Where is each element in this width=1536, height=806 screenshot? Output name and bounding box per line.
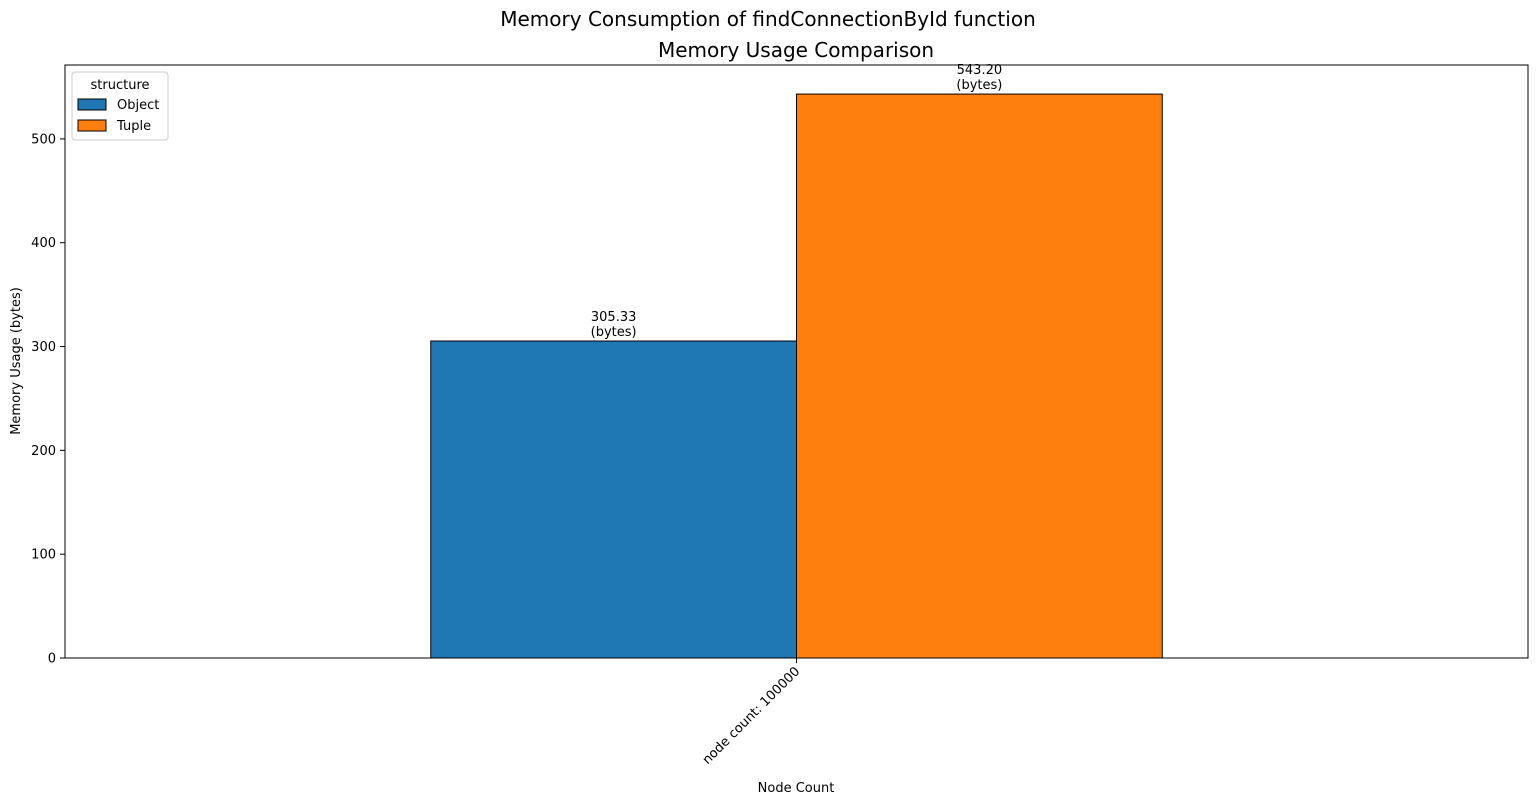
y-tick-label: 500 (31, 132, 56, 147)
y-tick-label: 100 (31, 548, 56, 563)
y-axis-label: Memory Usage (bytes) (9, 287, 24, 435)
bar-object-0 (430, 340, 797, 659)
legend-swatch-object (77, 98, 107, 111)
y-tick-label: 200 (31, 444, 56, 459)
figure-suptitle: Memory Consumption of findConnectionById… (500, 7, 1036, 31)
x-tick-label: node count: 100000 (700, 664, 804, 768)
legend: structure Object Tuple (71, 71, 169, 141)
legend-title: structure (91, 78, 150, 93)
legend-label-tuple: Tuple (116, 119, 151, 134)
x-axis-label: Node Count (758, 781, 835, 796)
y-tick-label: 300 (31, 340, 56, 355)
y-tick-label: 400 (31, 236, 56, 251)
data-label-tuple-0: 543.20 (bytes) (956, 63, 1002, 93)
data-label-object-0: 305.33 (bytes) (591, 310, 637, 340)
bar-tuple-0 (796, 93, 1163, 659)
legend-swatch-tuple (77, 119, 107, 132)
chart-title: Memory Usage Comparison (658, 38, 934, 62)
legend-label-object: Object (117, 98, 159, 113)
plot-area: 305.33 (bytes) 543.20 (bytes) 0 100 200 300 400 5… (31, 63, 1529, 768)
y-tick-label: 0 (48, 652, 56, 667)
